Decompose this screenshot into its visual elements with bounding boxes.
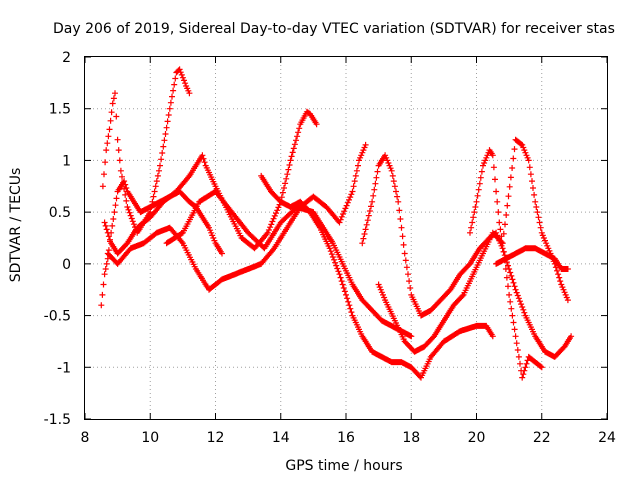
y-tick-label: -1 bbox=[57, 360, 71, 376]
satellite-track-g bbox=[359, 152, 575, 360]
x-tick-label: 16 bbox=[337, 430, 355, 446]
x-tick-label: 22 bbox=[533, 430, 551, 446]
plot-frame bbox=[84, 56, 608, 420]
y-tick-labels: 2 1.5 1 0.5 0 -0.5 -1 -1.5 bbox=[44, 50, 71, 428]
y-tick-label: 0.5 bbox=[49, 205, 71, 221]
axis-ticks bbox=[84, 56, 608, 420]
x-tick-label: 10 bbox=[141, 430, 159, 446]
x-tick-label: 14 bbox=[272, 430, 290, 446]
y-tick-label: -0.5 bbox=[44, 309, 71, 325]
x-tick-label: 12 bbox=[207, 430, 225, 446]
y-tick-label: 0 bbox=[62, 257, 71, 273]
y-tick-label: -1.5 bbox=[44, 412, 71, 428]
x-tick-label: 18 bbox=[402, 430, 420, 446]
x-tick-label: 8 bbox=[81, 430, 90, 446]
y-tick-label: 1 bbox=[62, 153, 71, 169]
y-tick-label: 2 bbox=[62, 50, 71, 66]
x-axis-label: GPS time / hours bbox=[285, 458, 402, 474]
grid bbox=[85, 57, 607, 419]
x-tick-labels: 8 10 12 14 16 18 20 22 24 bbox=[81, 430, 616, 446]
y-tick-label: 1.5 bbox=[49, 102, 71, 118]
satellite-track-j bbox=[493, 245, 571, 272]
x-tick-label: 20 bbox=[468, 430, 486, 446]
satellite-track-h bbox=[375, 229, 545, 381]
chart-title: Day 206 of 2019, Sidereal Day-to-day VTE… bbox=[53, 21, 615, 37]
data-series bbox=[98, 66, 575, 381]
satellite-track-d bbox=[104, 141, 369, 293]
satellite-track-f bbox=[258, 172, 496, 381]
y-axis-label: SDTVAR / TECUs bbox=[8, 168, 24, 283]
x-tick-label: 24 bbox=[598, 430, 616, 446]
satellite-track-i bbox=[467, 136, 571, 304]
